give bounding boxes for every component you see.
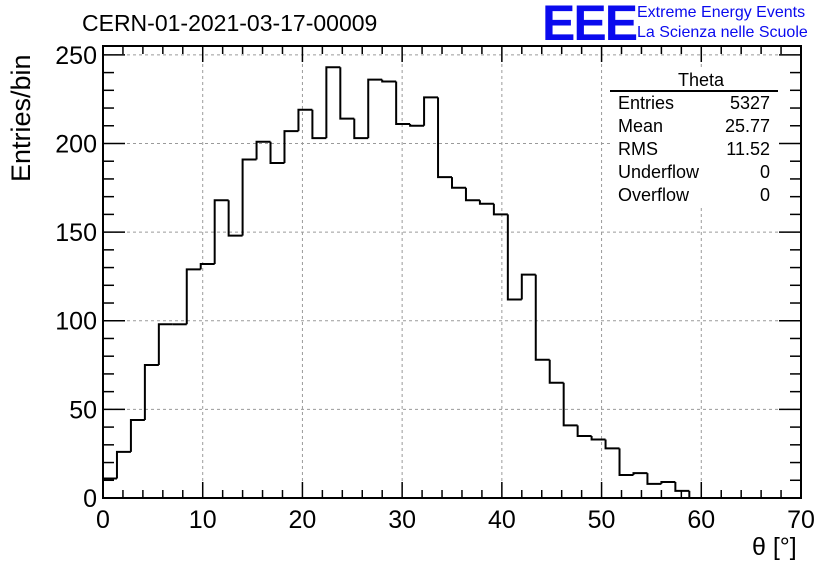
x-tick-label: 20 (289, 506, 317, 534)
histogram-bin (241, 158, 257, 236)
histogram-bin (213, 199, 229, 265)
x-tick-label: 60 (687, 506, 715, 534)
x-tick-label: 50 (588, 506, 616, 534)
histogram-bin (520, 273, 536, 300)
stats-value: 25.77 (724, 116, 770, 136)
histogram-bin (115, 450, 131, 479)
histogram-bin (199, 263, 215, 270)
histogram-bin (339, 67, 355, 120)
y-tick-label: 50 (69, 396, 97, 424)
stats-row: RMS 11.52 (610, 138, 778, 161)
histogram-bin (437, 97, 452, 179)
histogram-bin (506, 214, 522, 301)
y-tick-label: 200 (55, 130, 97, 158)
stats-row: Overflow 0 (610, 184, 778, 207)
histogram-bin (576, 425, 592, 437)
histogram-bin (464, 187, 480, 202)
histogram-bin (129, 419, 145, 452)
y-tick-label: 250 (55, 42, 97, 70)
stats-label: Mean (618, 116, 664, 136)
stats-label: Overflow (618, 185, 690, 205)
histogram-bin (632, 472, 648, 475)
x-tick-label: 70 (787, 506, 815, 534)
y-tick-label: 0 (83, 485, 97, 513)
histogram-bin (534, 274, 550, 361)
x-tick-label: 30 (388, 506, 416, 534)
stats-row: Underflow 0 (610, 161, 778, 184)
y-axis-label: Entries/bin (6, 54, 36, 182)
x-tick-label: 40 (488, 506, 516, 534)
eee-logo: EEE (542, 0, 638, 51)
histogram-bin (381, 79, 397, 83)
x-axis-label: θ [°] (752, 533, 797, 561)
stats-value: 11.52 (726, 139, 770, 159)
stats-row: Mean 25.77 (610, 115, 778, 138)
histogram-bin (395, 81, 411, 125)
histogram-bin (674, 482, 690, 492)
y-tick-label: 100 (55, 308, 97, 336)
histogram-bin (353, 118, 369, 140)
stats-value: 5327 (729, 93, 770, 113)
histogram-bin (157, 323, 173, 366)
histogram-bin (590, 435, 606, 441)
stats-label: RMS (618, 139, 658, 159)
stats-label: Entries (618, 93, 675, 113)
histogram-bin (283, 130, 299, 163)
stats-box: Theta Entries 5327 Mean 25.77 RMS 11.52 Underf… (610, 70, 778, 207)
histogram-bin (325, 66, 341, 139)
run-title: CERN-01-2021-03-17-00009 (82, 10, 378, 36)
y-tick-label: 150 (55, 219, 97, 247)
plot-frame (102, 45, 802, 499)
histogram-bin (604, 439, 620, 450)
histogram-bin (660, 481, 676, 484)
logo-caption: Extreme Energy Events La Scienza nelle S… (637, 3, 808, 43)
histogram-bin (185, 268, 201, 325)
logo-caption-line2: La Scienza nelle Scuole (637, 24, 808, 41)
histogram-bin (227, 200, 243, 237)
histogram-bin (478, 200, 494, 205)
histogram-bin (367, 78, 383, 139)
histogram-bin (143, 364, 159, 421)
histogram-bin (297, 108, 313, 132)
x-tick-label: 0 (96, 506, 110, 534)
histogram-bin (646, 473, 662, 485)
histogram-bin (269, 141, 285, 164)
stats-value: 0 (759, 162, 770, 182)
histogram-bin (562, 382, 578, 427)
histogram-bin (311, 109, 327, 140)
stats-title: Theta (610, 70, 778, 92)
histogram-bin (409, 123, 425, 127)
histogram-bin (618, 448, 634, 476)
histogram-bin (548, 359, 564, 384)
histogram-bin (255, 140, 271, 160)
stats-value: 0 (759, 185, 770, 205)
x-tick-label: 10 (189, 506, 217, 534)
logo-caption-line1: Extreme Energy Events (637, 4, 806, 21)
stats-row: Entries 5327 (610, 92, 778, 115)
histogram-bin (492, 203, 508, 216)
stats-label: Underflow (618, 162, 700, 182)
histogram-bin (423, 96, 439, 126)
histogram-bin (451, 177, 466, 189)
